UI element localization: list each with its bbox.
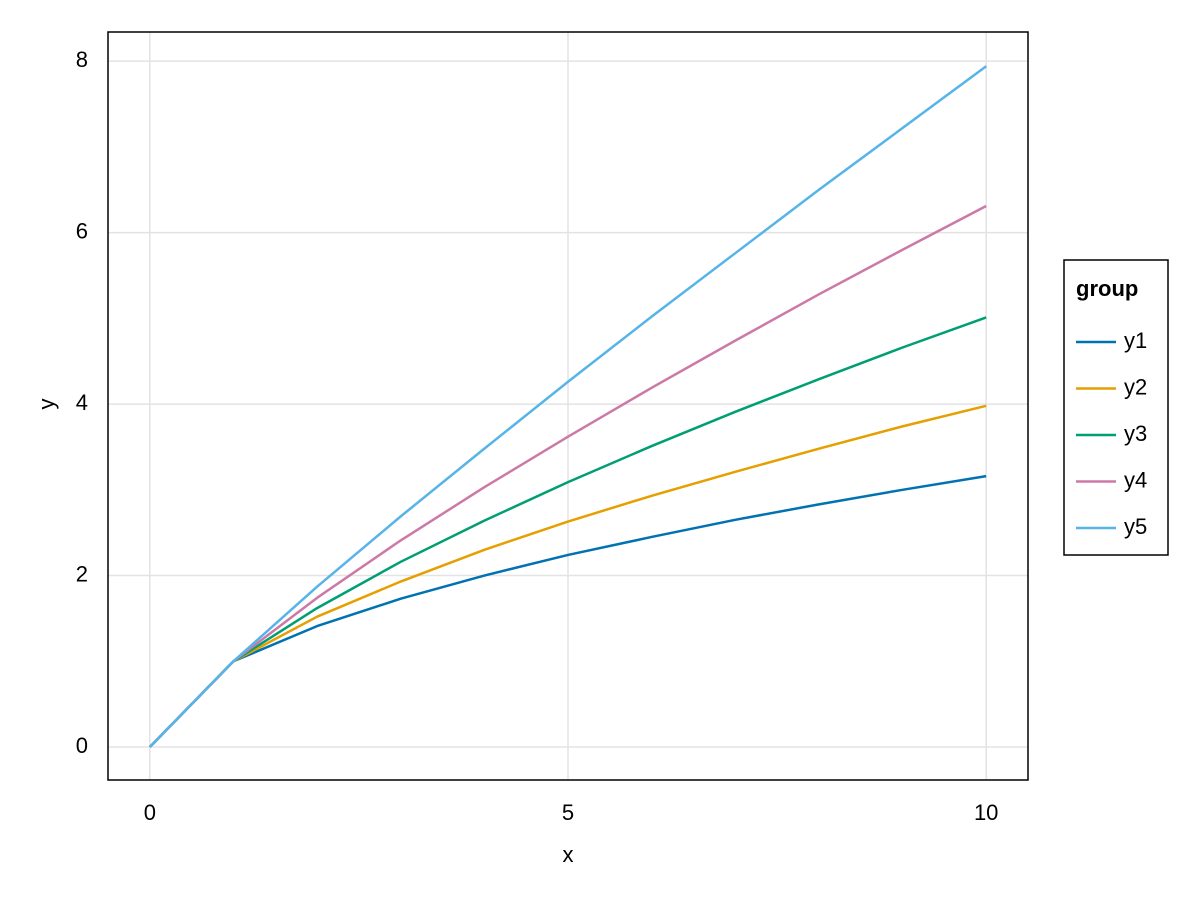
legend-label: y2	[1124, 374, 1147, 399]
y-tick-label: 2	[76, 561, 88, 586]
line	[148, 65, 987, 748]
y-axis-label: y	[34, 399, 59, 410]
plot-frame	[107, 31, 1029, 781]
legend-label: y1	[1124, 328, 1147, 353]
x-axis-label: x	[563, 842, 574, 867]
x-tick-label: 10	[974, 800, 998, 825]
line	[148, 204, 987, 748]
y-tick-label: 6	[76, 218, 88, 243]
legend-label: y4	[1124, 467, 1147, 492]
legend-label: y3	[1124, 421, 1147, 446]
x-tick-label: 0	[144, 800, 156, 825]
y-tick-label: 4	[76, 390, 88, 415]
x-tick-label: 5	[562, 800, 574, 825]
line	[148, 474, 987, 748]
legend-label: y5	[1124, 514, 1147, 539]
line	[148, 404, 987, 748]
y-tick-label: 0	[76, 733, 88, 758]
legend-box	[1063, 259, 1169, 556]
line	[148, 316, 987, 748]
legend-title: group	[1076, 276, 1138, 301]
y-tick-label: 8	[76, 47, 88, 72]
